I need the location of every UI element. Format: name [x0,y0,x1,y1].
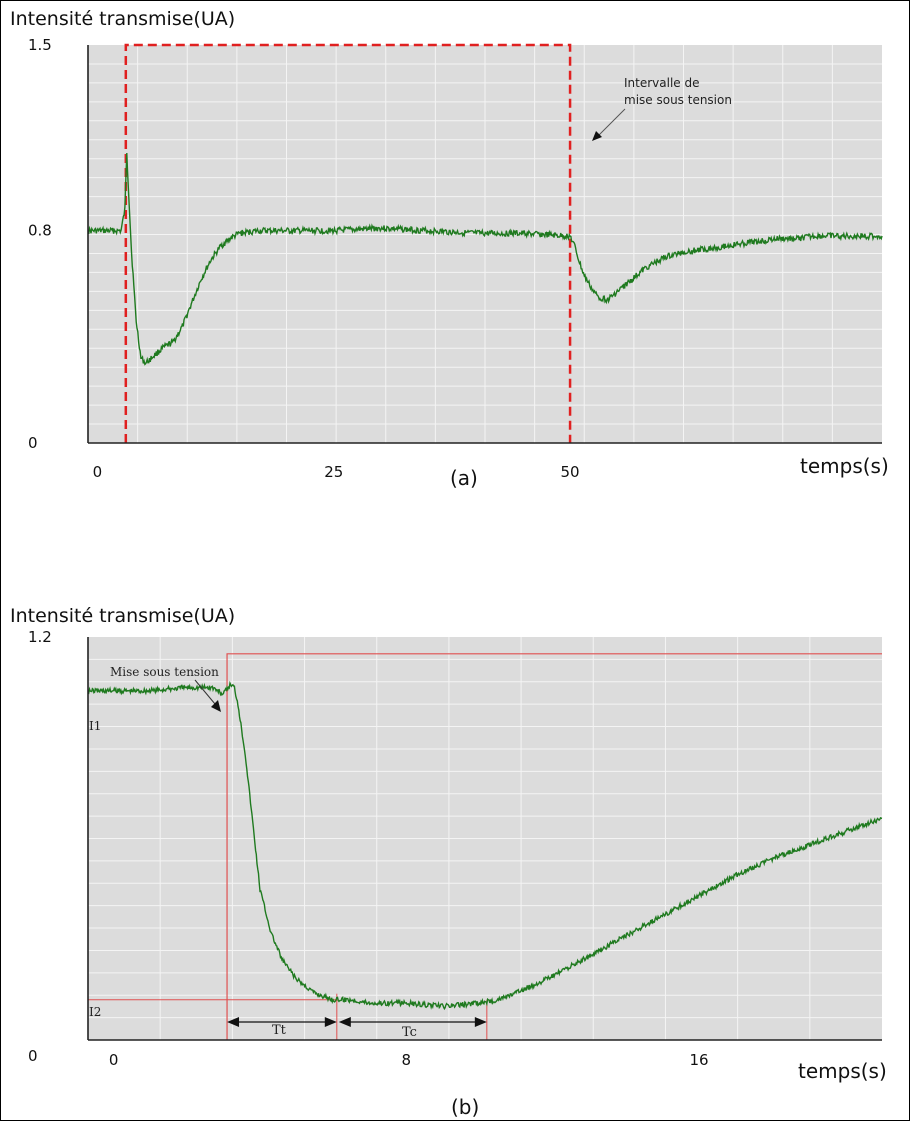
chart-a-y-axis-title: Intensité transmise(UA) [10,8,235,30]
chart-b-guides [88,653,882,1040]
chart-b-tt-arrow-left-head [227,1017,240,1027]
chart-b-x-axis-title: temps(s) [798,1059,887,1083]
chart-b-grid [88,637,882,1040]
chart-a-annotation-line-2: mise sous tension [624,93,732,107]
chart-b-series [87,680,883,1011]
chart-b-x-ticks: 0 8 16 [109,1051,709,1069]
chart-a-y-ticks: 0 0.8 1.5 [28,36,52,452]
chart-a-annotation-arrowhead [592,131,602,141]
chart-b-axes [87,637,882,1041]
chart-b-interval-arrows [227,1017,487,1027]
chart-a: 0 0.8 1.5 0 25 50 Intensité transmise(UA) te… [10,8,889,490]
chart-a-axes [87,45,882,444]
chart-a-x-ticks: 0 25 50 [93,463,580,481]
chart-b-tc-arrow-left-head [338,1017,351,1027]
chart-b-interval-label-tc: Tc [402,1025,417,1040]
chart-b-caption: (b) [451,1095,479,1119]
chart-a-series [87,152,883,366]
chart-b-series-line [87,680,883,1011]
chart-b-y-tick-label: 0 [28,1047,38,1065]
chart-a-y-tick-label: 0.8 [28,222,52,240]
chart-b-y-ticks: 01.2 [28,628,52,1065]
chart-a-x-tick-label: 0 [93,463,103,481]
chart-b-annotation-arrow-line [194,679,216,705]
chart-b-interval-label-tt: Tt [272,1023,287,1038]
chart-a-series-line [87,152,883,366]
chart-b-tt-arrow-right-head [324,1017,337,1027]
chart-a-voltage-interval [124,43,572,443]
chart-a-x-tick-label: 25 [324,463,343,481]
chart-b-x-tick-label: 16 [690,1051,709,1069]
chart-a-y-tick-label: 1.5 [28,36,52,54]
chart-a-x-tick-label: 50 [561,463,580,481]
chart-b-annotation-arrowhead [211,700,221,712]
chart-b-level-label-i2: I2 [89,1005,101,1019]
chart-a-x-axis-title: temps(s) [800,454,889,478]
chart-a-annotation-line-1: Intervalle de [624,76,700,90]
chart-a-caption: (a) [450,466,478,490]
chart-b-x-tick-label: 8 [402,1051,412,1069]
chart-a-y-tick-label: 0 [28,434,38,452]
chart-a-voltage-step-line [124,43,572,443]
chart-b-y-tick-label: 1.2 [28,628,52,646]
chart-b: 01.2 0 8 16 Intensité transmise(UA) temps(… [10,605,887,1119]
chart-b-y-axis-title: Intensité transmise(UA) [10,605,235,627]
chart-b-voltage-step-line [226,653,882,1040]
chart-b-annotation: Mise sous tension [110,665,219,679]
chart-b-level-label-i1: I1 [89,719,101,733]
chart-a-annotation-arrow-line [597,108,626,137]
chart-b-tc-arrow-right-head [474,1017,487,1027]
chart-b-x-tick-label: 0 [109,1051,119,1069]
